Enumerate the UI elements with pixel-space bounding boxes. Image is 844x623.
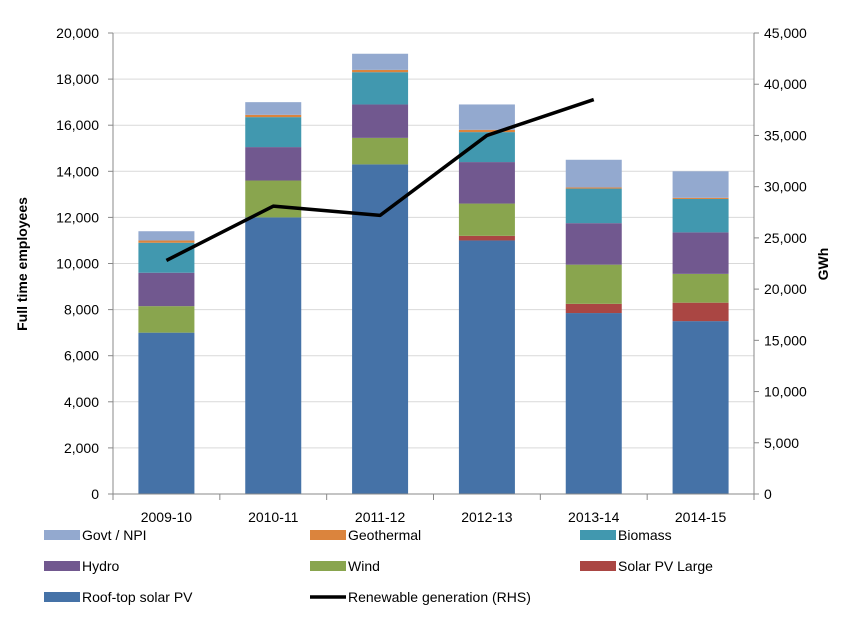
x-tick-label: 2012-13	[461, 509, 513, 525]
bar-segment	[245, 114, 302, 118]
bar-segment	[565, 188, 622, 224]
legend-swatch	[44, 530, 80, 540]
legend-swatch	[580, 561, 616, 571]
gridlines	[113, 32, 754, 495]
y2-tick-label: 25,000	[764, 230, 807, 246]
legend-label: Biomass	[618, 527, 672, 543]
bar-segment	[138, 306, 195, 333]
x-tick-label: 2014-15	[675, 509, 727, 525]
legend-swatch	[580, 530, 616, 540]
legend-label: Hydro	[82, 558, 120, 574]
x-tick-label: 2011-12	[355, 509, 406, 525]
bar-segment	[138, 242, 195, 273]
bar-segment	[352, 137, 409, 165]
y-tick-label: 20,000	[56, 25, 99, 41]
bar-segment	[565, 223, 622, 265]
bar-segment	[138, 272, 195, 307]
bar-segment	[138, 231, 195, 241]
y-tick-label: 0	[91, 486, 99, 502]
bar-segment	[458, 162, 515, 204]
y-tick-label: 2,000	[64, 440, 99, 456]
bar-segment	[245, 217, 302, 494]
legend-label: Roof-top solar PV	[82, 589, 193, 605]
legend-label: Geothermal	[348, 527, 421, 543]
y2-tick-label: 20,000	[764, 281, 807, 297]
bar-segment	[565, 159, 622, 188]
y-tick-label: 4,000	[64, 394, 99, 410]
y2-tick-label: 40,000	[764, 76, 807, 92]
bar-segment	[672, 302, 729, 322]
legend-swatch	[310, 530, 346, 540]
bar-segment	[672, 273, 729, 303]
y-axis-title: Full time employees	[14, 197, 30, 331]
bar-segment	[245, 180, 302, 218]
y2-tick-label: 10,000	[764, 384, 807, 400]
legend-swatch	[44, 561, 80, 571]
bar-segment	[672, 232, 729, 274]
bar-segment	[458, 235, 515, 241]
y-tick-label: 8,000	[64, 302, 99, 318]
y-tick-label: 14,000	[56, 163, 99, 179]
y-tick-label: 18,000	[56, 71, 99, 87]
bar-segment	[672, 171, 729, 198]
bar-segment	[352, 53, 409, 70]
x-tick-label: 2009-10	[141, 509, 193, 525]
left-axis-ticks: 0 2,000 4,000 6,000 8,000 10,000 12,000 14,000 1…	[56, 25, 113, 502]
bar-segment	[565, 187, 622, 189]
legend-label: Solar PV Large	[618, 558, 713, 574]
bar-stacks	[138, 53, 729, 494]
right-axis-ticks: 0 5,000 10,000 15,000 20,000 25,000 30,000 35,0…	[754, 25, 807, 502]
y2-tick-label: 45,000	[764, 25, 807, 41]
bar-segment	[352, 69, 409, 73]
bar-segment	[245, 117, 302, 148]
bar-segment	[245, 102, 302, 115]
legend: Govt / NPI Geothermal Biomass Hydro Wind Sola…	[44, 527, 713, 605]
bar-segment	[565, 313, 622, 494]
bar-segment	[458, 104, 515, 130]
renewable-generation-line	[165, 97, 595, 262]
y-tick-label: 10,000	[56, 256, 99, 272]
y2-tick-label: 15,000	[764, 332, 807, 348]
legend-swatch	[310, 561, 346, 571]
bar-segment	[458, 129, 515, 133]
x-tick-label: 2010-11	[248, 509, 299, 525]
bar-segment	[565, 303, 622, 314]
renewable-generation-line-path	[165, 97, 595, 262]
bar-segment	[458, 203, 515, 236]
bar-segment	[352, 164, 409, 494]
bar-segment	[352, 104, 409, 138]
bar-segment	[565, 264, 622, 304]
bar-segment	[138, 332, 195, 494]
y2-tick-label: 35,000	[764, 127, 807, 143]
legend-label: Govt / NPI	[82, 527, 147, 543]
legend-swatch	[44, 592, 80, 602]
y-tick-label: 6,000	[64, 348, 99, 364]
x-tick-label: 2013-14	[568, 509, 620, 525]
y2-tick-label: 5,000	[764, 435, 799, 451]
bar-segment	[138, 240, 195, 243]
legend-label: Wind	[348, 558, 380, 574]
y2-tick-label: 0	[764, 486, 772, 502]
bar-segment	[672, 197, 729, 199]
y-tick-label: 12,000	[56, 209, 99, 225]
y2-axis-title: GWh	[815, 248, 831, 281]
axes	[112, 33, 755, 500]
bar-segment	[245, 147, 302, 181]
bar-segment	[672, 321, 729, 494]
legend-label: Renewable generation (RHS)	[348, 589, 531, 605]
y-tick-label: 16,000	[56, 117, 99, 133]
y2-tick-label: 30,000	[764, 179, 807, 195]
x-axis-ticks: 2009-10 2010-11 2011-12 2012-13 2013-14 2014-…	[141, 509, 727, 525]
bar-segment	[672, 198, 729, 233]
bar-segment	[458, 240, 515, 494]
bar-segment	[352, 72, 409, 105]
